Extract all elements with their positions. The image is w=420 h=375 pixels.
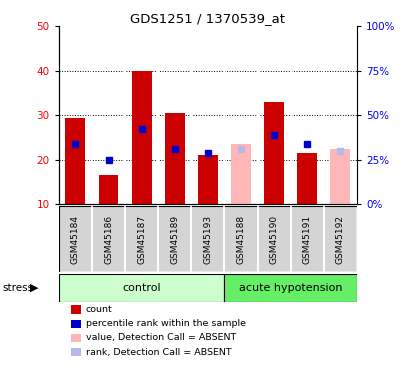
Text: ▶: ▶ bbox=[30, 283, 39, 293]
Bar bbox=[165, 113, 185, 204]
Text: count: count bbox=[86, 305, 113, 314]
Text: control: control bbox=[122, 283, 161, 293]
Text: percentile rank within the sample: percentile rank within the sample bbox=[86, 319, 246, 328]
Text: stress: stress bbox=[2, 283, 33, 293]
Bar bbox=[66, 117, 85, 204]
Text: acute hypotension: acute hypotension bbox=[239, 283, 342, 293]
Text: GSM45186: GSM45186 bbox=[104, 214, 113, 264]
Bar bbox=[331, 149, 350, 204]
Bar bbox=[291, 206, 324, 272]
Bar bbox=[297, 153, 317, 204]
Bar bbox=[224, 274, 357, 302]
Bar bbox=[158, 206, 192, 272]
Bar bbox=[324, 206, 357, 272]
Bar bbox=[224, 206, 257, 272]
Text: GSM45193: GSM45193 bbox=[203, 214, 213, 264]
Bar bbox=[257, 206, 291, 272]
Text: value, Detection Call = ABSENT: value, Detection Call = ABSENT bbox=[86, 333, 236, 342]
Bar bbox=[198, 155, 218, 204]
Title: GDS1251 / 1370539_at: GDS1251 / 1370539_at bbox=[130, 12, 286, 25]
Text: GSM45188: GSM45188 bbox=[236, 214, 246, 264]
Bar bbox=[132, 71, 152, 204]
Bar bbox=[125, 206, 158, 272]
Text: GSM45191: GSM45191 bbox=[303, 214, 312, 264]
Text: GSM45189: GSM45189 bbox=[170, 214, 179, 264]
Bar bbox=[231, 144, 251, 204]
Bar bbox=[99, 176, 118, 204]
Text: rank, Detection Call = ABSENT: rank, Detection Call = ABSENT bbox=[86, 348, 231, 357]
Bar bbox=[264, 102, 284, 204]
Bar bbox=[192, 206, 224, 272]
Text: GSM45187: GSM45187 bbox=[137, 214, 146, 264]
Bar bbox=[59, 206, 92, 272]
Text: GSM45192: GSM45192 bbox=[336, 214, 345, 264]
Bar bbox=[59, 274, 224, 302]
Text: GSM45184: GSM45184 bbox=[71, 214, 80, 264]
Text: GSM45190: GSM45190 bbox=[270, 214, 278, 264]
Bar bbox=[92, 206, 125, 272]
